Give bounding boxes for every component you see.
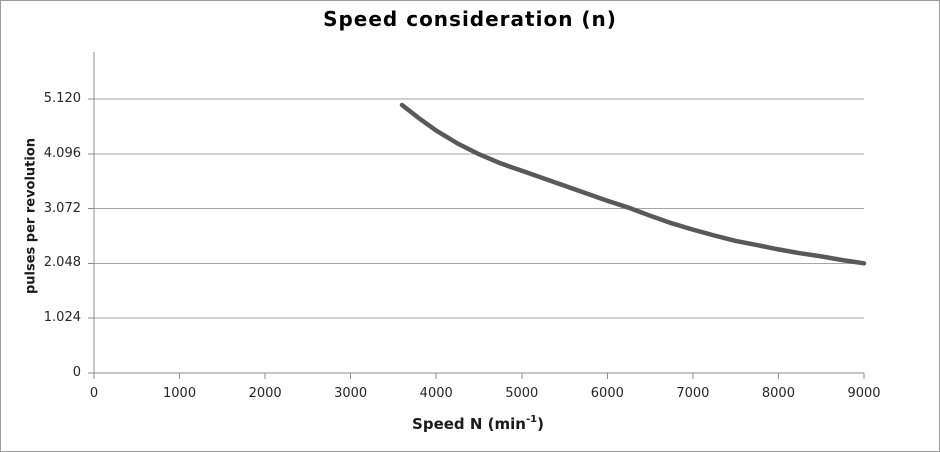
x-tick-label: 2000 (248, 386, 282, 401)
y-tick-label: 0 (72, 365, 81, 380)
series-curve (399, 102, 867, 266)
x-tick-label: 6000 (590, 386, 624, 401)
x-tick-label: 4000 (419, 386, 453, 401)
chart-title: Speed consideration (n) (323, 7, 617, 31)
x-tick-label: 0 (89, 386, 99, 401)
x-tick-label: 3000 (334, 386, 368, 401)
y-tick-label: 3.072 (43, 200, 81, 216)
y-tick-label: 5.120 (43, 91, 81, 107)
x-tick-label: 9000 (847, 386, 881, 401)
y-tick-label: 4.096 (43, 145, 81, 161)
x-axis-title-text: Speed N (min (412, 415, 526, 433)
x-tick-label: 1000 (163, 386, 197, 401)
x-tick-label: 5000 (505, 386, 539, 401)
x-axis-title: Speed N (min-1) (17, 414, 939, 433)
x-axis-title-superscript: -1 (525, 414, 538, 425)
x-tick-label: 7000 (676, 386, 710, 401)
x-tick-label: 8000 (761, 386, 795, 401)
x-axis-title-close: ) (537, 415, 544, 433)
y-tick-label: 1.024 (43, 310, 81, 326)
y-tick-label: 2.048 (43, 255, 81, 271)
